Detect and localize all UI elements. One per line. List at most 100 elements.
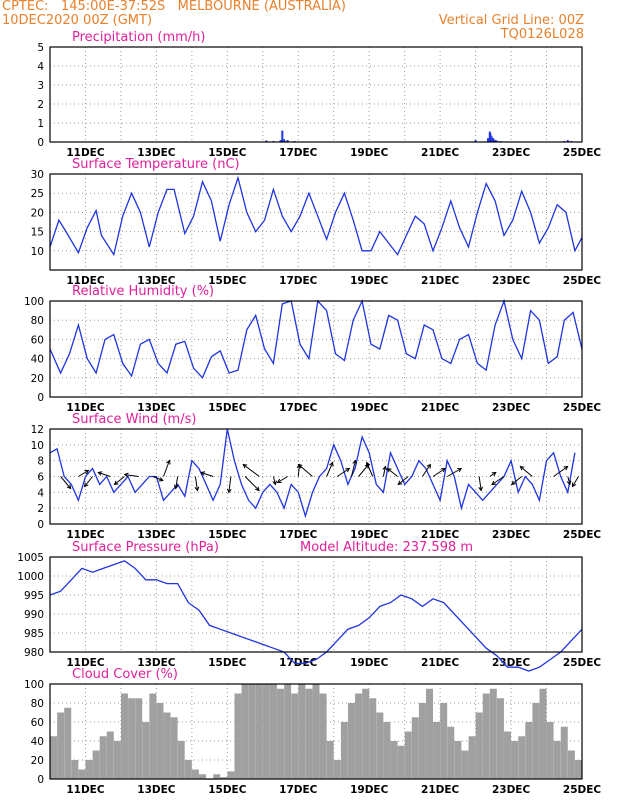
x-tick-label: 23DEC xyxy=(492,275,531,287)
bar xyxy=(277,688,285,779)
wind-arrow xyxy=(83,476,93,488)
series-line xyxy=(49,560,583,672)
wind-arrow-head xyxy=(158,477,164,482)
wind-arrow-shaft xyxy=(200,472,214,477)
wind-arrow xyxy=(97,471,111,477)
x-tick-label: 21DEC xyxy=(421,784,460,796)
bar xyxy=(283,139,286,142)
wind-arrow xyxy=(242,463,260,477)
wind-arrow-shaft xyxy=(114,476,125,485)
bar xyxy=(326,741,334,779)
bar xyxy=(57,712,65,779)
wind-arrow-shaft xyxy=(567,476,571,485)
x-tick-label: 23DEC xyxy=(492,402,531,414)
bar xyxy=(120,693,128,779)
bar xyxy=(468,736,476,779)
bar xyxy=(234,693,242,779)
bar xyxy=(574,760,582,779)
wind-arrow xyxy=(194,476,200,492)
y-tick-label: 40 xyxy=(31,736,44,748)
bar xyxy=(227,771,235,779)
wind-arrow-shaft xyxy=(478,476,482,491)
bar xyxy=(362,688,370,779)
header-location: CPTEC: 145:00E-37:52S MELBOURNE (AUSTRAL… xyxy=(2,0,347,14)
y-tick-label: 30 xyxy=(31,169,44,181)
model-altitude-label: Model Altitude: 237.598 m xyxy=(300,540,473,555)
bar xyxy=(142,722,150,779)
wind-arrow-shaft xyxy=(572,476,579,487)
wind-arrow-head xyxy=(491,480,497,486)
bar xyxy=(312,684,320,779)
wind-arrow-shaft xyxy=(432,468,446,477)
x-tick-label: 25DEC xyxy=(563,275,602,287)
bar xyxy=(64,707,72,779)
wind-arrow xyxy=(60,476,72,490)
panel-cloud-cover: 0 20 40 60 80 100 11DEC 13DEC 15DEC 17DEC 19DEC 21D… xyxy=(24,667,601,796)
panel-frame xyxy=(49,46,583,143)
bar xyxy=(404,731,412,779)
y-tick-label: 1 xyxy=(37,118,44,130)
bar xyxy=(553,741,561,779)
wind-arrow xyxy=(297,463,313,477)
wind-arrow-head xyxy=(194,486,200,492)
x-tick-label: 11DEC xyxy=(66,784,105,796)
wind-arrow-shaft xyxy=(397,476,409,485)
y-tick-label: 1000 xyxy=(17,571,44,583)
x-tick-label: 23DEC xyxy=(492,529,531,541)
bar xyxy=(149,693,157,779)
bar xyxy=(106,731,114,779)
bar xyxy=(113,741,121,779)
bar xyxy=(489,133,492,142)
bar xyxy=(511,741,519,779)
x-tick-label: 23DEC xyxy=(492,784,531,796)
bar xyxy=(333,760,341,779)
bar xyxy=(248,684,256,779)
wind-arrow-head xyxy=(97,471,103,476)
bar xyxy=(184,760,192,779)
y-tick-label: 40 xyxy=(31,354,44,366)
wind-arrow-head xyxy=(397,480,403,486)
wind-arrow-head xyxy=(226,488,232,494)
wind-arrow-shaft xyxy=(60,476,72,489)
y-tick-label: 20 xyxy=(31,755,44,767)
y-tick-label: 980 xyxy=(24,647,44,659)
wind-arrow-shaft xyxy=(358,464,369,477)
y-tick-label: 4 xyxy=(37,61,44,73)
wind-arrow xyxy=(123,472,139,478)
wind-arrow-shaft xyxy=(175,476,179,489)
x-tick-label: 15DEC xyxy=(208,784,247,796)
bar xyxy=(199,774,207,779)
bar xyxy=(532,703,540,779)
panel-frame xyxy=(49,300,583,398)
x-tick-label: 19DEC xyxy=(350,275,389,287)
wind-arrow-shaft xyxy=(277,476,288,483)
panel-precipitation: 0 1 2 3 4 5 11DEC 13DEC 15DEC 17DEC 19DEC 21DEC 23DE… xyxy=(37,30,601,159)
x-tick-label: 25DEC xyxy=(563,402,602,414)
wind-arrow-shaft xyxy=(124,474,139,477)
bar xyxy=(461,750,469,779)
wind-arrow-head xyxy=(255,486,260,492)
wind-arrow-head xyxy=(113,480,119,486)
bar xyxy=(487,138,490,142)
bar xyxy=(494,140,497,142)
wind-arrow xyxy=(382,465,388,477)
bar xyxy=(454,741,462,779)
bar xyxy=(319,693,327,779)
bar xyxy=(539,688,547,779)
y-tick-label: 20 xyxy=(31,373,44,385)
wind-arrow xyxy=(478,476,484,492)
wind-arrow xyxy=(173,476,179,490)
wind-arrow-head xyxy=(478,486,484,492)
bar xyxy=(495,140,498,142)
bar xyxy=(492,138,495,142)
wind-arrow-shaft xyxy=(421,464,431,477)
y-tick-label: 0 xyxy=(37,774,44,786)
y-tick-label: 3 xyxy=(37,80,44,92)
x-tick-label: 17DEC xyxy=(279,275,318,287)
wind-arrow-shaft xyxy=(272,476,276,485)
wind-arrow xyxy=(432,467,446,477)
wind-arrow xyxy=(358,463,370,477)
bar xyxy=(265,140,268,142)
x-tick-label: 25DEC xyxy=(563,147,602,159)
